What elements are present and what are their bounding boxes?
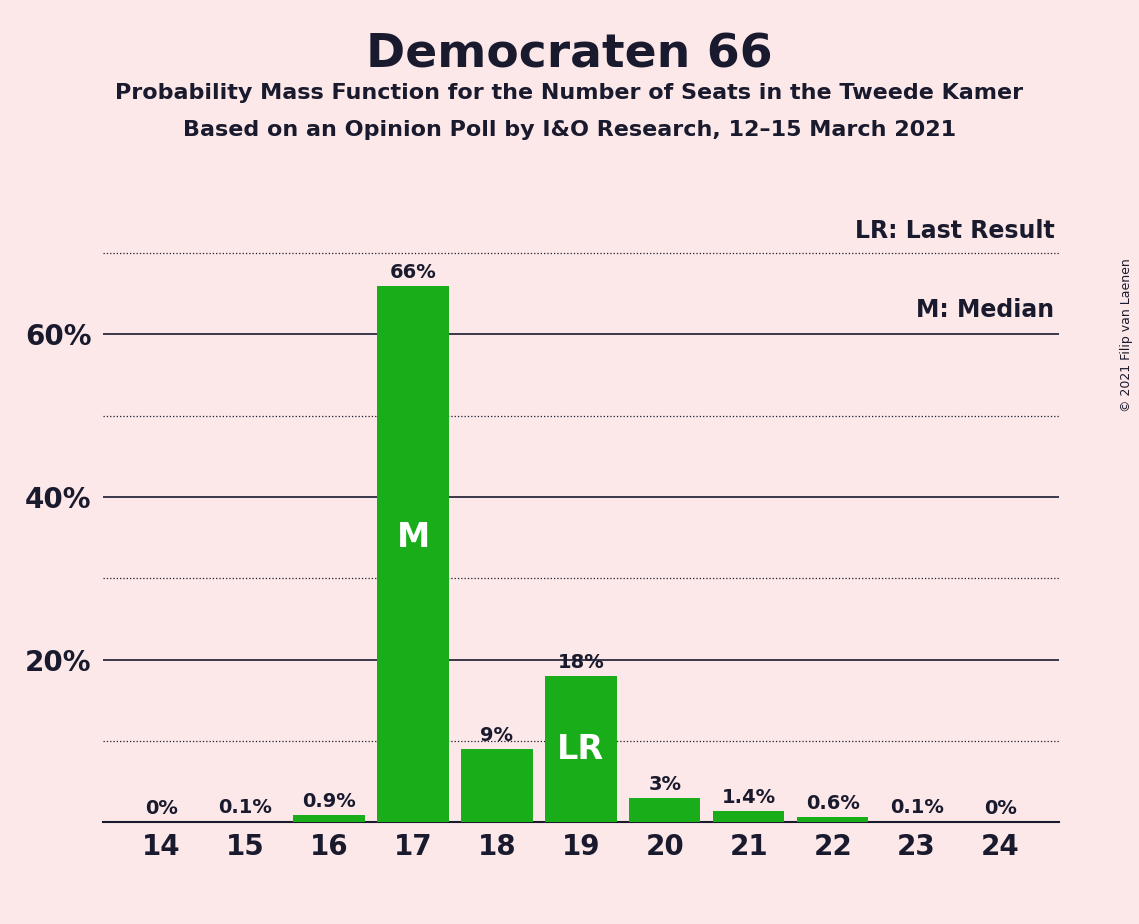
Text: 0%: 0% <box>145 799 178 819</box>
Text: © 2021 Filip van Laenen: © 2021 Filip van Laenen <box>1121 259 1133 412</box>
Text: M: Median: M: Median <box>917 298 1055 322</box>
Text: 0%: 0% <box>984 799 1017 819</box>
Text: 1.4%: 1.4% <box>722 788 776 807</box>
Text: Based on an Opinion Poll by I&O Research, 12–15 March 2021: Based on an Opinion Poll by I&O Research… <box>183 120 956 140</box>
Text: 66%: 66% <box>390 262 436 282</box>
Bar <box>797 818 868 822</box>
Text: 0.1%: 0.1% <box>890 798 943 818</box>
Bar <box>546 676 616 822</box>
Bar <box>294 815 364 822</box>
Text: LR: Last Result: LR: Last Result <box>854 219 1055 243</box>
Bar <box>377 286 449 822</box>
Bar <box>461 749 533 822</box>
Text: 0.6%: 0.6% <box>805 795 860 813</box>
Text: LR: LR <box>557 733 605 766</box>
Text: 3%: 3% <box>648 775 681 794</box>
Text: M: M <box>396 521 429 554</box>
Bar <box>629 798 700 822</box>
Text: 0.9%: 0.9% <box>302 792 357 811</box>
Text: Democraten 66: Democraten 66 <box>366 32 773 78</box>
Text: 18%: 18% <box>557 653 605 672</box>
Text: 9%: 9% <box>481 726 514 745</box>
Text: Probability Mass Function for the Number of Seats in the Tweede Kamer: Probability Mass Function for the Number… <box>115 83 1024 103</box>
Text: 0.1%: 0.1% <box>219 798 272 818</box>
Bar <box>713 811 785 822</box>
